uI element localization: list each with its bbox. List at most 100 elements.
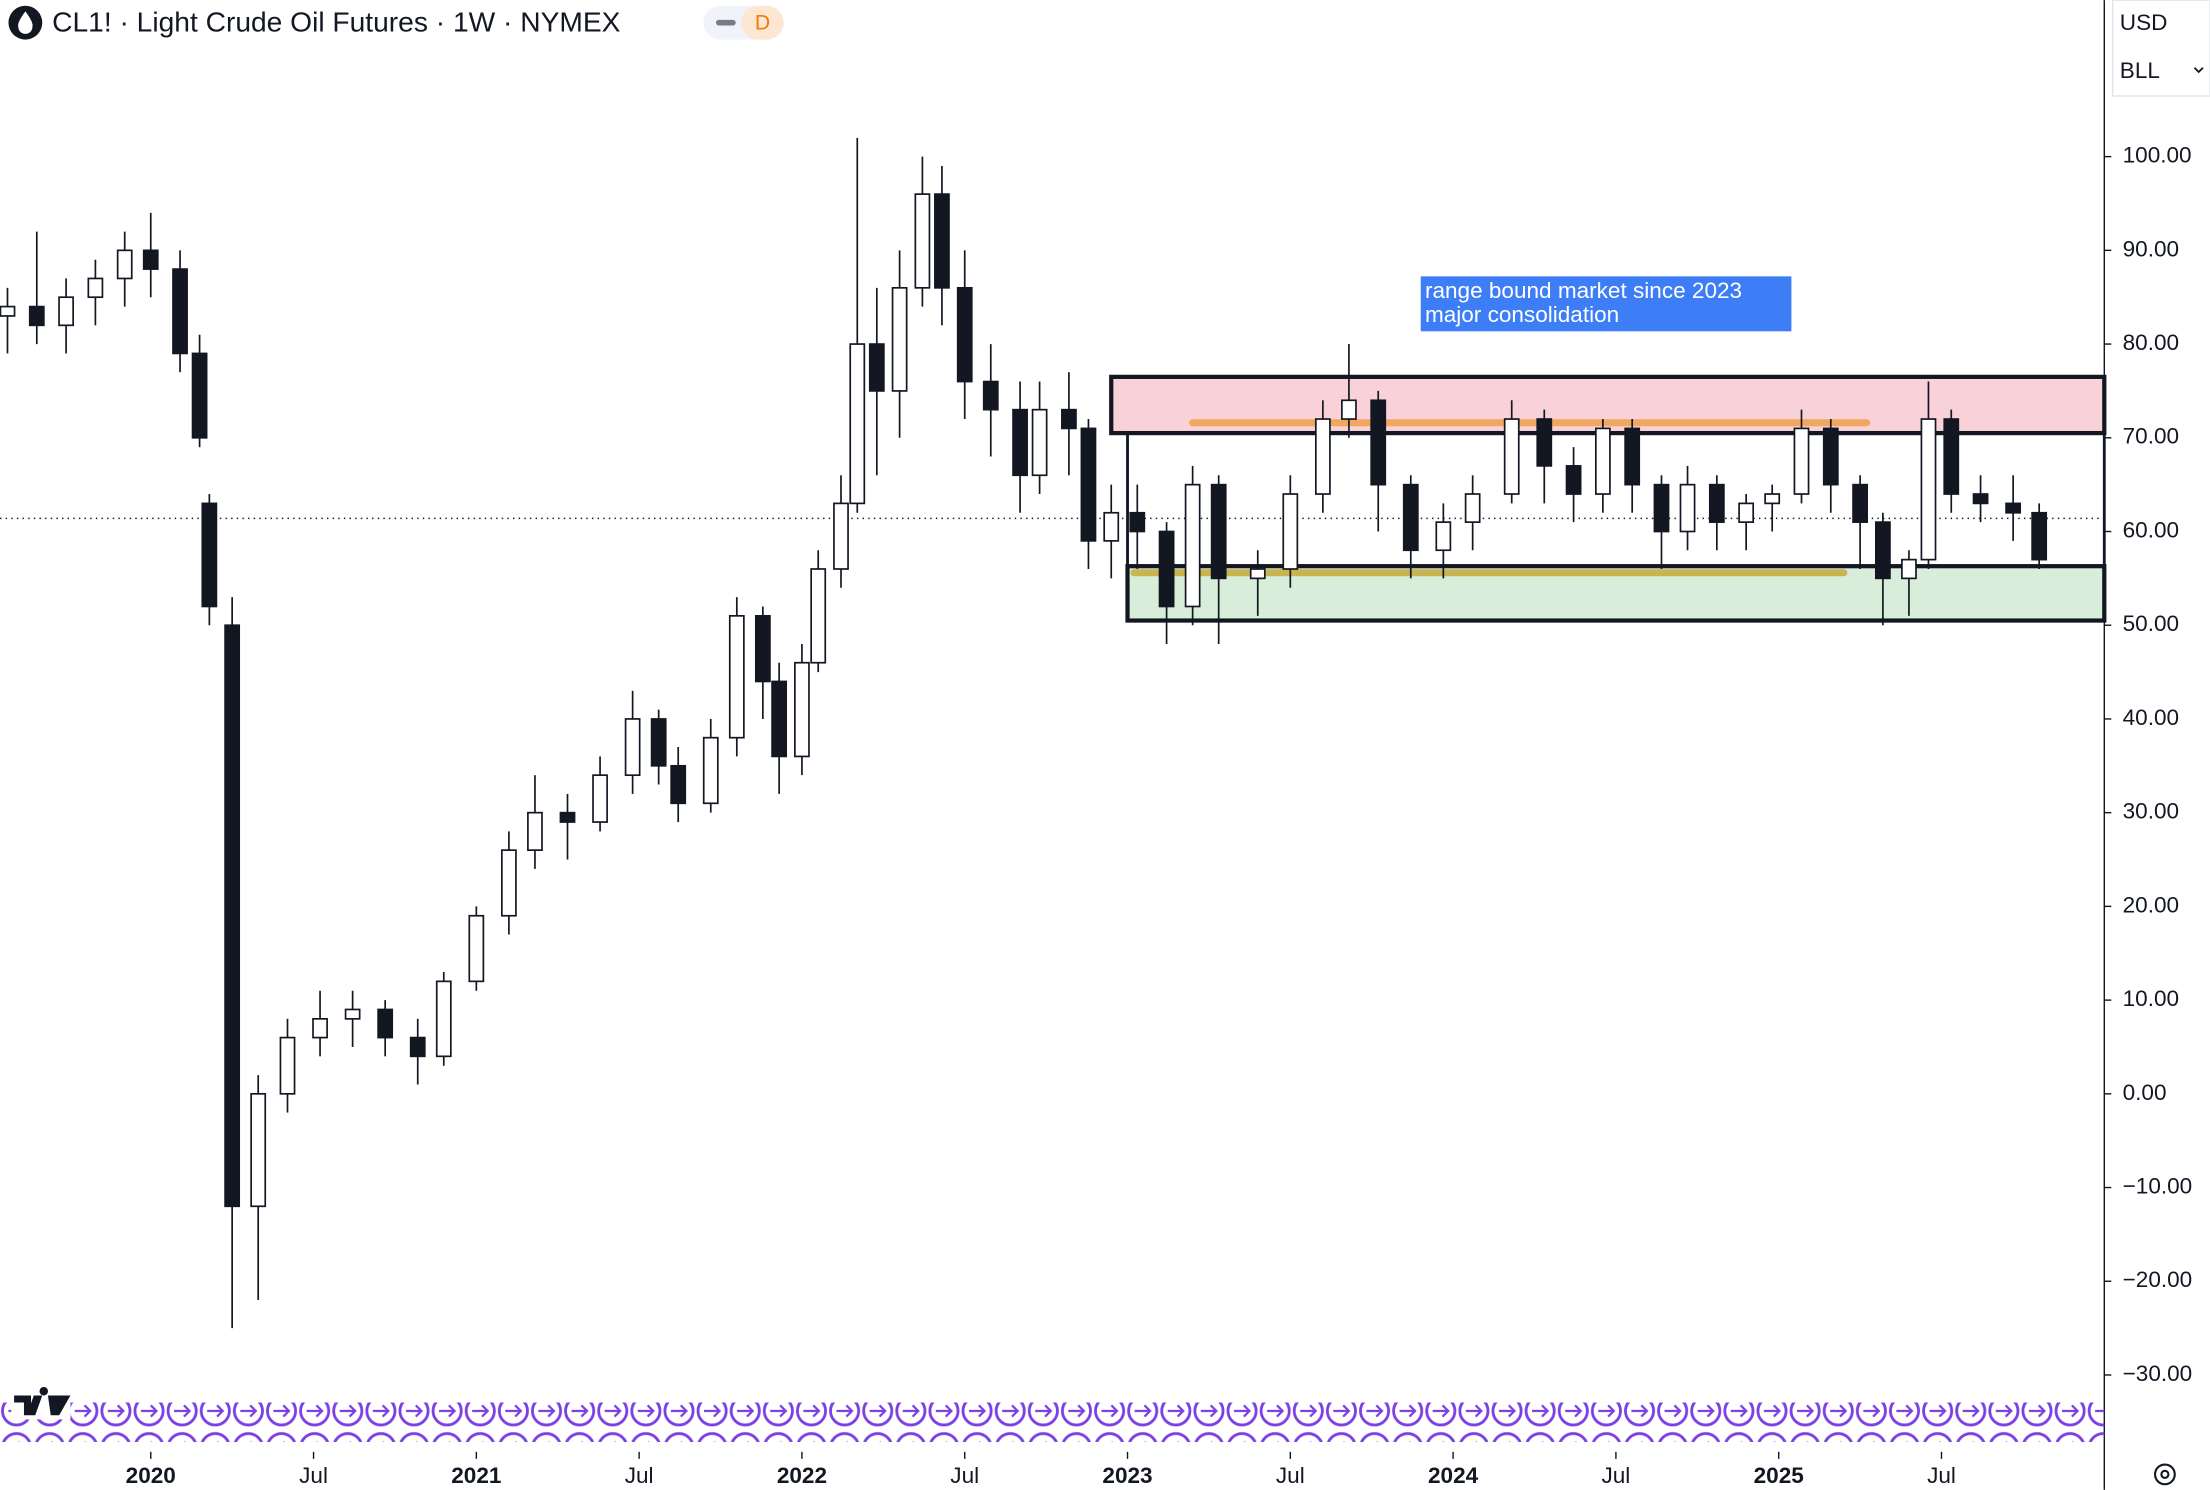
- candle-body: [87, 277, 104, 299]
- candle-body: [1920, 418, 1937, 561]
- annotation-text: range bound market since 2023: [1425, 278, 1742, 303]
- candle-body: [1708, 483, 1725, 523]
- candle-body: [702, 736, 719, 805]
- candle-body: [1103, 511, 1120, 542]
- candle-body: [1503, 418, 1520, 495]
- candle-body: [28, 305, 45, 327]
- candle-body: [914, 193, 931, 289]
- candle-body: [891, 286, 908, 392]
- y-tick-label: 10.00: [2123, 986, 2179, 1011]
- candle-body: [1793, 427, 1810, 495]
- y-tick-label: −20.00: [2123, 1267, 2193, 1292]
- candle-body: [1061, 408, 1077, 430]
- x-tick-label: 2021: [451, 1463, 501, 1488]
- candle-body: [1464, 493, 1481, 523]
- candle-body: [1184, 483, 1201, 608]
- candle-body: [250, 1092, 267, 1208]
- candle-body: [1943, 418, 1960, 495]
- delay-badge[interactable]: D: [755, 12, 770, 35]
- candle-body: [1594, 427, 1611, 495]
- x-tick-label: Jul: [950, 1463, 979, 1488]
- candle-body: [409, 1036, 426, 1058]
- y-tick-label: 0.00: [2123, 1080, 2167, 1105]
- annotation-box: [1420, 276, 1792, 332]
- candle-body: [1738, 502, 1755, 523]
- candle-body: [1852, 483, 1868, 523]
- currency-selector[interactable]: USD BLL: [2112, 0, 2210, 97]
- candle-body: [2031, 511, 2048, 561]
- candle-body: [833, 502, 849, 570]
- candle-body: [592, 774, 608, 823]
- candle-body: [312, 1018, 328, 1039]
- candle-body: [1282, 493, 1299, 570]
- tv-logo: [11, 1387, 71, 1420]
- candle-body: [0, 305, 16, 317]
- y-tick-label: −30.00: [2123, 1361, 2193, 1386]
- x-tick-label: 2024: [1428, 1463, 1479, 1488]
- candle-body: [435, 980, 452, 1058]
- candle-body: [377, 1008, 394, 1039]
- candle-body: [1210, 483, 1227, 580]
- x-tick-label: 2023: [1102, 1463, 1152, 1488]
- currency-label[interactable]: USD: [2120, 10, 2168, 35]
- candle-body: [1435, 521, 1452, 552]
- unit-label[interactable]: BLL: [2120, 58, 2160, 83]
- candle-body: [1822, 427, 1839, 486]
- annotation-text: major consolidation: [1425, 302, 1619, 327]
- y-tick-label: 30.00: [2123, 799, 2179, 824]
- candle-body: [624, 718, 641, 777]
- y-tick-label: 80.00: [2123, 330, 2179, 355]
- candle-body: [1972, 493, 1989, 505]
- candle-body: [1158, 530, 1175, 608]
- x-tick-label: Jul: [1276, 1463, 1305, 1488]
- candle-body: [1624, 427, 1641, 486]
- candle-body: [956, 286, 973, 383]
- candle-body: [771, 680, 788, 758]
- settings-button[interactable]: [2153, 1463, 2176, 1486]
- y-tick-label: 40.00: [2123, 705, 2179, 730]
- x-tick-label: 2020: [126, 1463, 176, 1488]
- candle-body: [116, 249, 133, 280]
- y-tick-label: 20.00: [2123, 892, 2179, 917]
- candle-body: [650, 718, 667, 767]
- x-tick-label: Jul: [625, 1463, 654, 1488]
- y-tick-label: 100.00: [2123, 143, 2192, 168]
- candle-body: [1679, 483, 1696, 533]
- x-tick-label: 2025: [1754, 1463, 1804, 1488]
- candle-body: [527, 811, 543, 851]
- candle-body: [1080, 427, 1097, 542]
- y-tick-label: −10.00: [2123, 1173, 2193, 1198]
- candle-body: [728, 615, 745, 739]
- x-tick-label: Jul: [1601, 1463, 1630, 1488]
- candle-body: [1314, 418, 1331, 495]
- candle-body: [501, 849, 517, 917]
- range-frame: [1126, 431, 2106, 622]
- x-tick-label: Jul: [1927, 1463, 1956, 1488]
- candle-body: [201, 502, 218, 608]
- candle-body: [1402, 483, 1419, 552]
- y-tick-label: 50.00: [2123, 611, 2179, 636]
- candle-body: [982, 380, 999, 411]
- candle-body: [1031, 408, 1048, 477]
- candle-body: [2005, 502, 2022, 514]
- candle-body: [868, 343, 885, 392]
- candle-body: [142, 249, 159, 270]
- x-tick-label: 2022: [777, 1463, 827, 1488]
- y-tick-label: 70.00: [2123, 424, 2179, 449]
- candle-body: [191, 352, 208, 439]
- symbol-title: CL1! · Light Crude Oil Futures · 1W · NY…: [52, 6, 621, 38]
- candle-body: [172, 268, 188, 355]
- candle-body: [1012, 408, 1028, 477]
- y-tick-label: 90.00: [2123, 236, 2179, 261]
- candle-body: [468, 914, 485, 983]
- candle-body: [1565, 465, 1582, 495]
- candle-body: [810, 568, 827, 664]
- candle-body: [1249, 568, 1266, 580]
- candle-body: [58, 296, 74, 327]
- candle-body: [1536, 418, 1553, 467]
- candle-body: [1901, 558, 1917, 580]
- header: CL1! · Light Crude Oil Futures · 1W · NY…: [8, 6, 784, 40]
- candle-body: [224, 624, 241, 1208]
